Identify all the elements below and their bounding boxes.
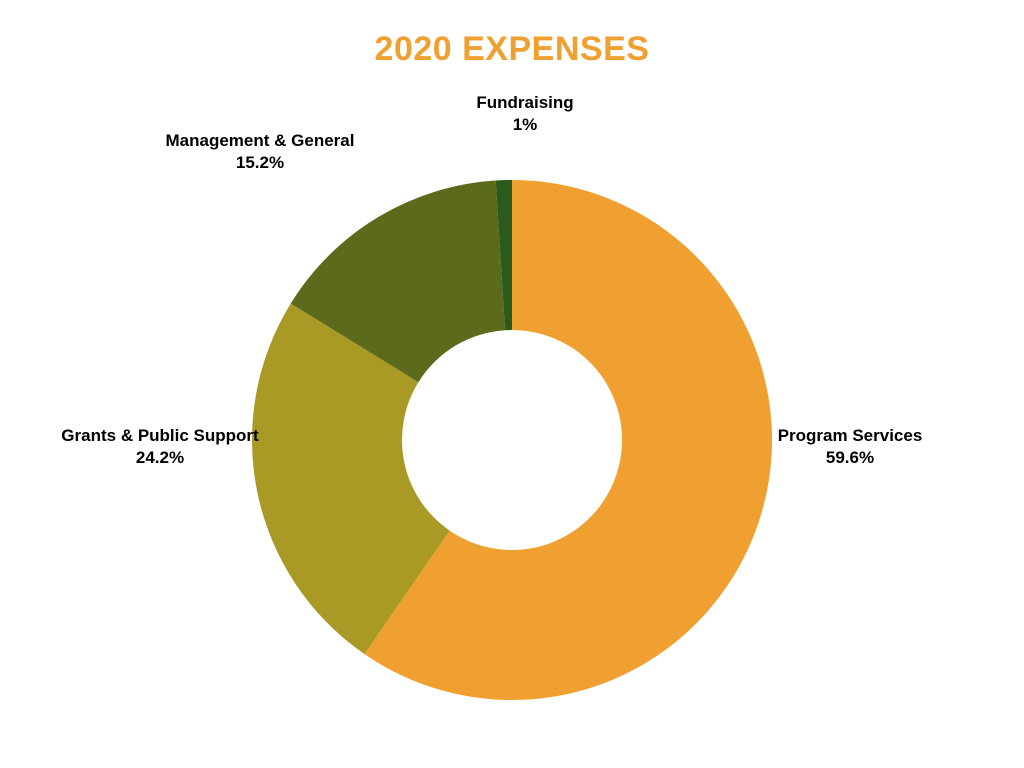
label-fundraising: Fundraising 1% xyxy=(395,92,655,136)
donut-chart xyxy=(252,180,772,700)
page: 2020 EXPENSES Program Services 59.6% Gra… xyxy=(0,0,1024,768)
label-grants-pct: 24.2% xyxy=(30,447,290,469)
label-grants-name: Grants & Public Support xyxy=(30,425,290,447)
label-program-services-pct: 59.6% xyxy=(720,447,980,469)
donut-svg xyxy=(252,180,772,700)
label-fundraising-name: Fundraising xyxy=(395,92,655,114)
label-management-general: Management & General 15.2% xyxy=(130,130,390,174)
label-grants-public-support: Grants & Public Support 24.2% xyxy=(30,425,290,469)
label-fundraising-pct: 1% xyxy=(395,114,655,136)
label-management-pct: 15.2% xyxy=(130,152,390,174)
label-program-services-name: Program Services xyxy=(720,425,980,447)
label-management-name: Management & General xyxy=(130,130,390,152)
label-program-services: Program Services 59.6% xyxy=(720,425,980,469)
chart-title: 2020 EXPENSES xyxy=(0,30,1024,69)
